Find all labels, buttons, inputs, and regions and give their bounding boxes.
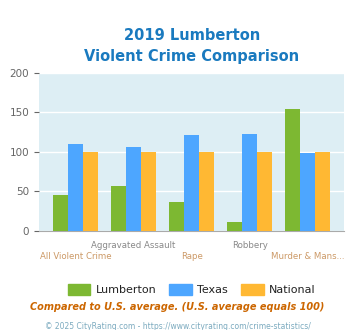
Title: 2019 Lumberton
Violent Crime Comparison: 2019 Lumberton Violent Crime Comparison [84, 28, 299, 64]
Text: Robbery: Robbery [232, 241, 268, 249]
Bar [285, 109, 300, 231]
Bar [242, 134, 257, 231]
Bar [53, 195, 68, 231]
Bar [300, 153, 315, 231]
Bar [199, 152, 214, 231]
Bar [184, 135, 199, 231]
Bar [68, 144, 83, 231]
Bar [315, 152, 331, 231]
Text: All Violent Crime: All Violent Crime [40, 251, 111, 261]
Bar [257, 152, 272, 231]
Text: Aggravated Assault: Aggravated Assault [92, 241, 176, 249]
Text: Murder & Mans...: Murder & Mans... [271, 251, 345, 261]
Bar [111, 186, 126, 231]
Text: Rape: Rape [181, 251, 203, 261]
Bar [169, 202, 184, 231]
Bar [126, 147, 141, 231]
Text: © 2025 CityRating.com - https://www.cityrating.com/crime-statistics/: © 2025 CityRating.com - https://www.city… [45, 322, 310, 330]
Legend: Lumberton, Texas, National: Lumberton, Texas, National [68, 284, 316, 295]
Bar [141, 152, 156, 231]
Bar [83, 152, 98, 231]
Bar [227, 222, 242, 231]
Text: Compared to U.S. average. (U.S. average equals 100): Compared to U.S. average. (U.S. average … [30, 302, 325, 312]
